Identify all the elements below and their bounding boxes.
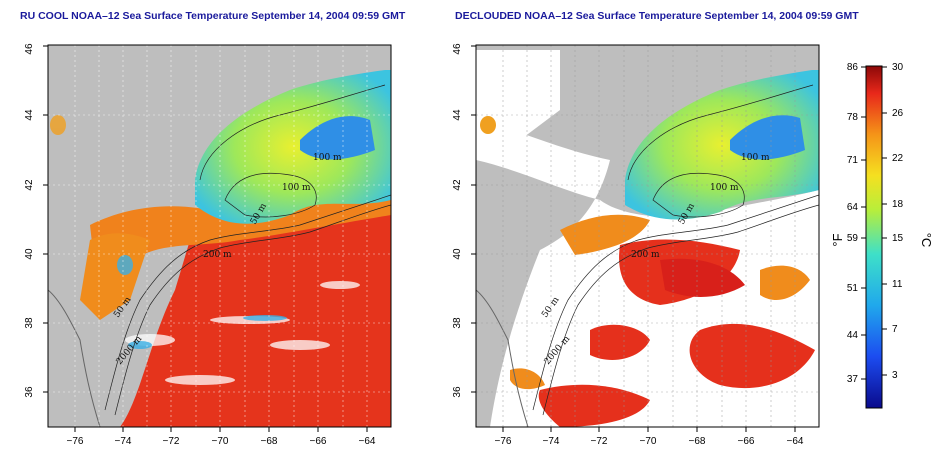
celsius-tick: 7 <box>892 324 898 335</box>
left-x-axis <box>74 427 368 432</box>
celsius-unit: °C <box>919 233 934 248</box>
fahrenheit-tick: 51 <box>847 283 859 294</box>
contour-label: 100 m <box>710 183 739 193</box>
celsius-tick: 30 <box>892 62 904 73</box>
x-tick-label: −66 <box>310 436 327 447</box>
x-tick-label: −74 <box>115 436 132 447</box>
y-tick-label: 40 <box>24 248 35 260</box>
celsius-tick: 3 <box>892 370 898 381</box>
y-tick-label: 46 <box>452 43 463 55</box>
y-tick-label: 44 <box>24 109 35 121</box>
contour-label: 200 m <box>631 250 660 260</box>
celsius-tick: 15 <box>892 233 904 244</box>
contour-label: 100 m <box>313 153 342 163</box>
y-tick-label: 38 <box>24 317 35 329</box>
y-tick-label: 36 <box>24 386 35 398</box>
depth-contours <box>104 84 391 416</box>
fahrenheit-tick: 59 <box>847 233 859 244</box>
fahrenheit-tick: 37 <box>847 374 859 385</box>
grid-lines <box>476 45 819 427</box>
y-tick-label: 40 <box>452 248 463 260</box>
y-tick-label: 42 <box>24 179 35 191</box>
cold-speckle <box>50 115 287 349</box>
right-map-panel: 100 m 100 m 50 m 200 m 50 m 2000 m <box>476 45 819 427</box>
x-tick-label: −72 <box>163 436 180 447</box>
fahrenheit-tick: 44 <box>847 330 859 341</box>
warm-water <box>538 239 815 427</box>
contour-label: 100 m <box>741 153 770 163</box>
y-tick-label: 44 <box>452 109 463 121</box>
celsius-tick: 22 <box>892 153 904 164</box>
x-tick-label: −70 <box>640 436 657 447</box>
shelf-water <box>625 70 819 220</box>
slope-water <box>90 190 391 270</box>
colorbar-ticks <box>861 66 887 380</box>
x-tick-label: −68 <box>689 436 706 447</box>
y-tick-label: 38 <box>452 317 463 329</box>
right-y-axis <box>471 45 476 393</box>
x-tick-label: −74 <box>543 436 560 447</box>
left-y-axis <box>43 45 48 393</box>
left-map-panel: 100 m 100 m 50 m 200 m 50 m 2000 m <box>48 45 391 427</box>
y-tick-label: 42 <box>452 179 463 191</box>
fahrenheit-tick: 64 <box>847 202 859 213</box>
celsius-tick: 11 <box>892 279 903 290</box>
contour-label: 100 m <box>282 183 311 193</box>
x-tick-label: −66 <box>738 436 755 447</box>
slope-water <box>480 116 810 390</box>
grid-lines <box>48 45 391 427</box>
fahrenheit-tick: 86 <box>847 62 859 73</box>
cold-water <box>730 115 805 160</box>
x-tick-label: −72 <box>591 436 608 447</box>
right-x-axis <box>502 427 796 432</box>
coastal-water <box>80 233 150 320</box>
x-tick-label: −64 <box>787 436 804 447</box>
x-tick-label: −64 <box>359 436 376 447</box>
y-tick-label: 36 <box>452 386 463 398</box>
cold-water <box>300 116 375 160</box>
x-tick-label: −76 <box>67 436 84 447</box>
right-map-title: DECLOUDED NOAA–12 Sea Surface Temperatur… <box>455 10 859 22</box>
fahrenheit-tick: 71 <box>847 155 859 166</box>
colorbar <box>865 65 883 409</box>
x-tick-label: −70 <box>212 436 229 447</box>
contour-label: 200 m <box>203 250 232 260</box>
cloud-mask <box>476 50 560 140</box>
left-map-title: RU COOL NOAA–12 Sea Surface Temperature … <box>20 10 406 22</box>
celsius-tick: 26 <box>892 108 904 119</box>
x-tick-label: −68 <box>261 436 278 447</box>
fahrenheit-unit: °F <box>830 233 845 246</box>
x-tick-label: −76 <box>495 436 512 447</box>
celsius-tick: 18 <box>892 199 904 210</box>
coastline <box>476 289 529 427</box>
coastline <box>48 289 101 427</box>
fahrenheit-tick: 78 <box>847 112 859 123</box>
warm-water <box>120 195 391 427</box>
y-tick-label: 46 <box>24 43 35 55</box>
